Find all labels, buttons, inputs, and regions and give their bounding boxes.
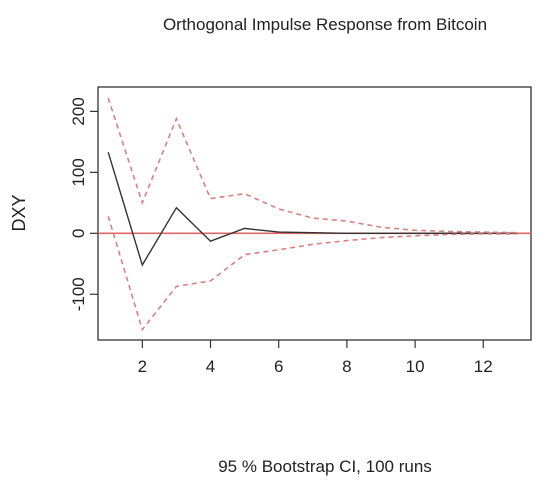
x-tick-label: 6 [274, 357, 283, 376]
y-axis-label: DXY [9, 194, 29, 231]
x-tick-label: 2 [138, 357, 147, 376]
axis-ticks: 2 4 6 8 10 12 -100 0 100 200 [69, 97, 493, 376]
x-tick-label: 4 [206, 357, 215, 376]
plot-frame [97, 86, 532, 341]
impulse-response-line [107, 151, 518, 267]
ci-lower-line [107, 215, 518, 332]
y-tick-label: 100 [69, 158, 88, 186]
x-tick-label: 10 [406, 357, 425, 376]
y-tick-label: 200 [69, 97, 88, 125]
x-axis-label: 95 % Bootstrap CI, 100 runs [218, 457, 432, 476]
ci-upper-line [107, 97, 518, 234]
x-tick-label: 8 [342, 357, 351, 376]
y-tick-label: -100 [69, 277, 88, 311]
chart-title: Orthogonal Impulse Response from Bitcoin [163, 15, 487, 34]
series-group [107, 97, 518, 332]
y-tick-label: 0 [69, 229, 88, 238]
x-tick-label: 12 [474, 357, 493, 376]
